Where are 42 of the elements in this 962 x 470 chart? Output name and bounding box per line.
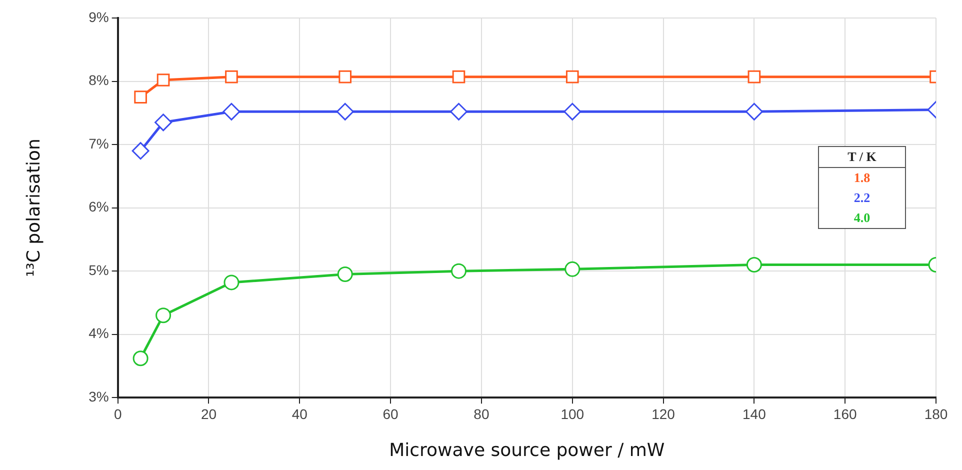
legend-title: T / K [819, 147, 905, 168]
point [156, 308, 172, 324]
x-tick-label: 120 [652, 406, 676, 422]
point [746, 256, 762, 272]
point [564, 261, 580, 277]
point [224, 274, 240, 290]
point [132, 350, 148, 366]
point [748, 70, 761, 84]
point [222, 102, 240, 120]
y-tick-label: 9% [88, 8, 109, 25]
point [452, 70, 466, 84]
point [338, 70, 352, 84]
y-axis-title: ¹³C polarisation [23, 138, 44, 278]
point [745, 102, 763, 120]
legend-table: T / K 1.8 2.2 4.0 [818, 146, 906, 230]
y-tick-label: 4% [88, 325, 109, 342]
x-tick-label: 60 [382, 406, 399, 422]
y-tick-label: 7% [88, 135, 109, 152]
point [225, 70, 238, 84]
point [154, 114, 172, 132]
x-tick-label: 40 [292, 406, 308, 422]
y-tick-label: 5% [88, 262, 109, 278]
y-tick-label: 3% [88, 388, 109, 404]
point [336, 102, 354, 120]
point [564, 102, 582, 120]
x-tick-label: 0 [114, 406, 122, 422]
x-tick-label: 140 [742, 406, 766, 422]
x-tick-label: 180 [924, 406, 948, 422]
point [450, 263, 466, 279]
x-tick-label: 160 [833, 406, 857, 422]
x-tick-label: 100 [560, 406, 584, 422]
y-tick-label: 6% [88, 198, 109, 215]
y-tick-label: 8% [88, 72, 109, 88]
x-axis-title: Microwave source power / mW [389, 440, 665, 461]
x-tick-label: 20 [200, 406, 217, 422]
x-tick-label: 80 [474, 406, 490, 422]
point [450, 102, 468, 120]
point [134, 90, 147, 104]
point [156, 74, 170, 86]
point [132, 142, 150, 160]
point [337, 266, 353, 282]
point [566, 70, 579, 84]
